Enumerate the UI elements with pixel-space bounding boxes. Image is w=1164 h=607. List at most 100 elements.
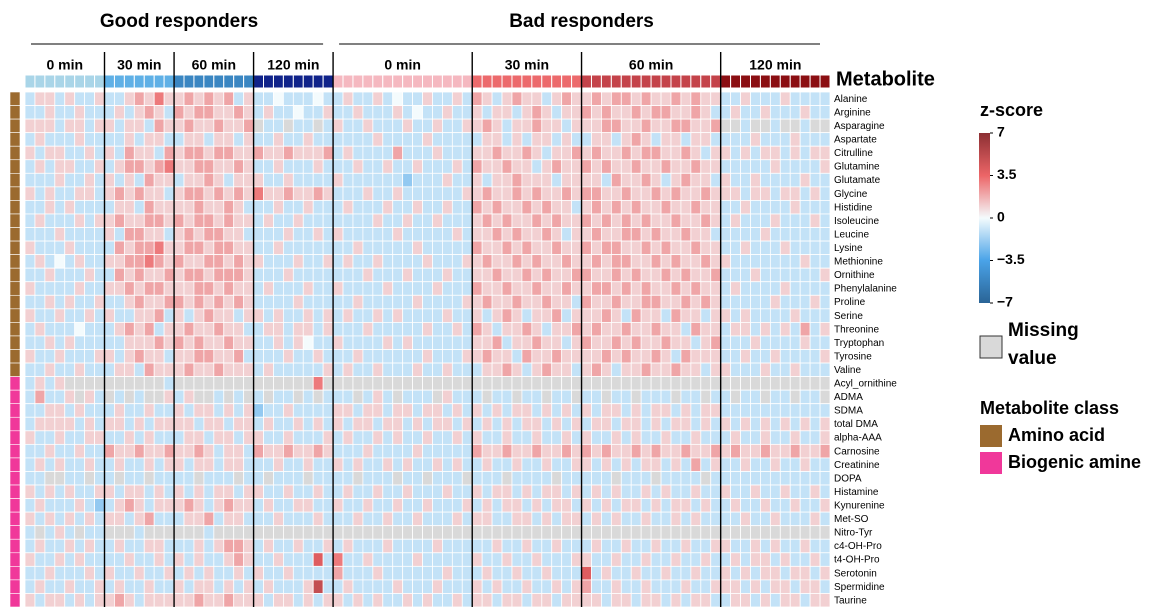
missing-cell bbox=[581, 525, 592, 540]
heatmap-cell bbox=[332, 240, 344, 256]
heatmap-cell bbox=[799, 118, 811, 134]
heatmap-cell bbox=[223, 132, 235, 147]
heatmap-cell bbox=[531, 118, 543, 134]
heatmap-cell bbox=[342, 579, 354, 594]
heatmap-cell bbox=[104, 335, 115, 350]
heatmap-cell bbox=[173, 213, 185, 228]
time-label: 30 min bbox=[505, 57, 549, 73]
heatmap-cell bbox=[640, 159, 652, 174]
heatmap-cell bbox=[412, 172, 423, 188]
heatmap-cell bbox=[114, 511, 125, 527]
heatmap-cell bbox=[610, 118, 622, 134]
heatmap-cell bbox=[620, 403, 632, 418]
heatmap-cell bbox=[531, 471, 543, 486]
heatmap-cell bbox=[432, 471, 443, 486]
heatmap-cell bbox=[342, 538, 354, 554]
heatmap-cell bbox=[123, 362, 135, 378]
heatmap-cell bbox=[322, 403, 334, 418]
row-label: Isoleucine bbox=[834, 216, 879, 227]
heatmap-cell bbox=[422, 200, 433, 215]
heatmap-cell bbox=[610, 321, 622, 337]
heatmap-cell bbox=[491, 430, 503, 445]
missing-cell bbox=[471, 376, 483, 391]
heatmap-cell bbox=[422, 579, 433, 594]
heatmap-cell bbox=[551, 416, 563, 432]
heatmap-cell bbox=[34, 335, 46, 350]
heatmap-cell bbox=[203, 471, 215, 486]
missing-cell bbox=[253, 376, 264, 391]
heatmap-cell bbox=[789, 145, 801, 161]
heatmap-cell bbox=[322, 294, 334, 310]
heatmap-cell bbox=[123, 186, 135, 201]
heatmap-cell bbox=[620, 443, 632, 459]
heatmap-cell bbox=[342, 118, 354, 134]
heatmap-cell bbox=[451, 294, 463, 310]
heatmap-cell bbox=[730, 362, 741, 378]
heatmap-cell bbox=[123, 132, 135, 147]
heatmap-cell bbox=[730, 471, 741, 486]
time-strip-cell bbox=[402, 74, 414, 89]
heatmap-cell bbox=[799, 579, 811, 594]
heatmap-cell bbox=[620, 484, 632, 499]
heatmap-cell bbox=[292, 579, 304, 594]
heatmap-cell bbox=[610, 416, 622, 432]
heatmap-cell bbox=[571, 484, 582, 499]
heatmap-cell bbox=[461, 213, 473, 228]
heatmap-cell bbox=[392, 186, 404, 201]
heatmap-cell bbox=[620, 416, 632, 432]
missing-cell bbox=[422, 471, 433, 486]
heatmap-cell bbox=[362, 484, 374, 499]
heatmap-cell bbox=[94, 335, 105, 350]
missing-cell bbox=[481, 525, 493, 540]
heatmap-cell bbox=[620, 471, 632, 486]
missing-cell bbox=[660, 525, 672, 540]
heatmap-cell bbox=[133, 565, 145, 581]
heatmap-cell bbox=[282, 91, 294, 106]
heatmap-cell bbox=[591, 321, 602, 337]
heatmap-cell bbox=[610, 538, 622, 554]
heatmap-cell bbox=[183, 403, 195, 418]
heatmap-cell bbox=[273, 511, 284, 527]
heatmap-cell bbox=[193, 416, 205, 432]
heatmap-cell bbox=[750, 105, 761, 120]
missing-cell bbox=[94, 376, 105, 391]
heatmap-cell bbox=[620, 565, 632, 581]
heatmap-cell bbox=[491, 132, 503, 147]
heatmap-cell bbox=[114, 403, 125, 418]
time-strip-cell bbox=[223, 74, 235, 89]
heatmap-cell bbox=[362, 240, 374, 256]
heatmap-cell bbox=[263, 538, 274, 554]
heatmap-cell bbox=[740, 308, 751, 323]
heatmap-cell bbox=[799, 511, 811, 527]
time-strip-cell bbox=[382, 74, 394, 89]
heatmap-cell bbox=[34, 118, 46, 134]
heatmap-cell bbox=[253, 565, 264, 581]
heatmap-cell bbox=[173, 484, 185, 499]
heatmap-cell bbox=[789, 349, 801, 364]
heatmap-cell bbox=[432, 593, 443, 607]
heatmap-cell bbox=[551, 159, 563, 174]
heatmap-cell bbox=[591, 457, 602, 472]
heatmap-cell bbox=[352, 335, 364, 350]
class-bar-cell bbox=[9, 335, 21, 350]
heatmap-cell bbox=[213, 471, 225, 486]
heatmap-cell bbox=[402, 565, 413, 581]
heatmap-cell bbox=[481, 132, 493, 147]
heatmap-cell bbox=[292, 538, 304, 554]
heatmap-cell bbox=[750, 186, 761, 201]
heatmap-cell bbox=[650, 552, 662, 567]
missing-cell bbox=[382, 376, 394, 391]
heatmap-cell bbox=[451, 552, 463, 567]
heatmap-cell bbox=[760, 498, 771, 513]
heatmap-cell bbox=[591, 430, 602, 445]
heatmap-cell bbox=[442, 308, 453, 323]
heatmap-cell bbox=[213, 593, 225, 607]
heatmap-cell bbox=[402, 240, 413, 256]
heatmap-cell bbox=[581, 403, 592, 418]
heatmap-cell bbox=[422, 403, 433, 418]
heatmap-cell bbox=[64, 213, 76, 228]
row-label: Glycine bbox=[834, 189, 868, 200]
heatmap-cell bbox=[610, 132, 622, 147]
heatmap-cell bbox=[799, 105, 811, 120]
heatmap-cell bbox=[650, 498, 662, 513]
